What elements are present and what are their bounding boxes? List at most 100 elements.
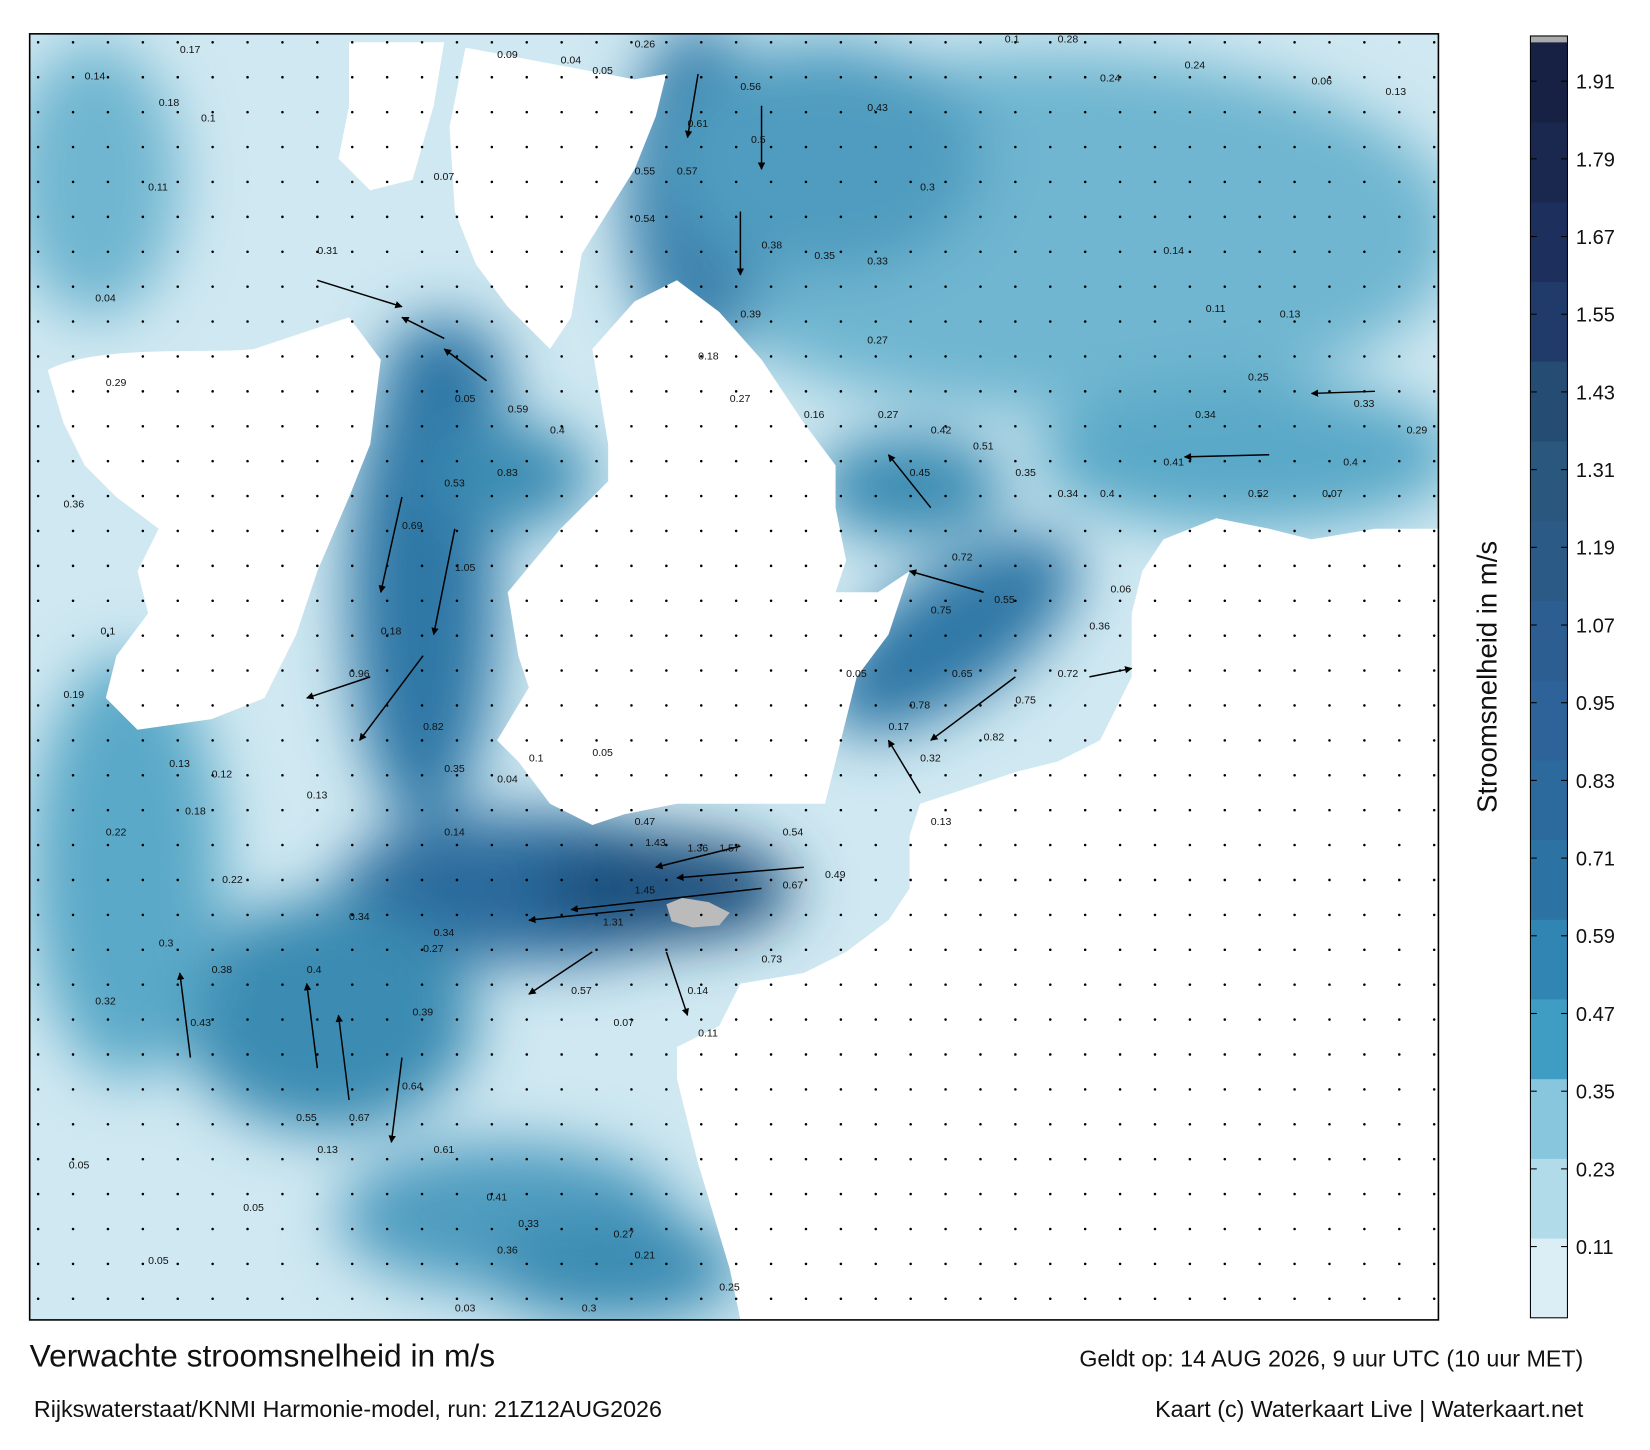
vector-dot [36,1122,40,1126]
vector-dot [106,355,110,358]
vector-dot [106,739,110,742]
vector-dot [560,1018,563,1021]
vector-dot [316,1053,319,1056]
vector-dot [560,1297,563,1301]
vector-dot [699,75,703,79]
vector-dot [1432,1053,1436,1056]
vector-dot [1328,1262,1331,1266]
vector-dot [1223,1018,1227,1021]
vector-dot [1014,1018,1017,1021]
vector-dot [1398,1297,1401,1301]
vector-dot [1049,1227,1052,1231]
vector-dot [176,75,180,79]
vector-arrow [528,951,593,995]
vector-dot [909,215,912,219]
vector-dot [1083,843,1087,847]
vector-dot [769,773,773,777]
vector-dot [804,913,808,917]
vector-dot [804,983,808,986]
vector-dot [1014,355,1017,358]
vector-dot [1118,1018,1122,1021]
vector-dot [316,320,319,323]
vector-dot [455,390,459,393]
vector-dot [106,1053,110,1056]
vector-dot [106,459,110,463]
vector-dot [1014,110,1017,114]
vector-dot [36,634,40,637]
vector-dot [420,390,424,393]
vector-dot [1223,599,1227,602]
vector-dot [36,1262,40,1266]
vector-dot [420,704,424,707]
vector-dot [71,599,75,602]
vector-dot [211,808,214,812]
vector-dot [350,459,354,463]
vector-dot [1258,529,1261,533]
vector-dot [525,180,529,184]
vector-dot [1049,1297,1052,1301]
vector-dot [490,1262,494,1266]
vector-dot [1049,739,1052,742]
vector-dot [71,424,75,428]
vector-dot [1293,878,1296,882]
vector-dot [699,1122,703,1126]
vector-dot [1049,1018,1052,1021]
vector-dot [1293,494,1296,498]
vector-dot [525,110,529,114]
vector-dot [874,739,878,742]
vector-dot [769,1227,773,1231]
vector-dot [1363,424,1366,428]
vector-dot [455,459,459,463]
vector-dot [350,180,354,184]
vector-dot [839,424,843,428]
vector-dot [1083,599,1087,602]
vector-dot [804,1227,808,1231]
vector-dot [1293,215,1296,219]
vector-dot [1049,1262,1052,1266]
vector-dot [944,459,947,463]
vector-dot [769,1297,773,1301]
colorbar-tick-label: 1.43 [1576,382,1615,404]
vector-dot [106,634,110,637]
vector-dot [1293,1157,1296,1161]
vector-dot [1118,320,1122,323]
vector-dot [455,1018,459,1021]
vector-dot [1153,1157,1157,1161]
vector-dot [734,250,738,253]
speed-label: 0.45 [910,467,931,479]
vector-dot [734,704,738,707]
vector-dot [839,459,843,463]
vector-dot [734,110,738,114]
vector-dot [1188,704,1192,707]
vector-dot [839,739,843,742]
vector-dot [839,494,843,498]
vector-dot [246,1262,249,1266]
speed-label: 0.42 [931,425,952,437]
vector-dot [909,1018,912,1021]
speed-label: 0.13 [307,790,328,802]
vector-dot [839,250,843,253]
vector-dot [350,913,354,917]
vector-dot [944,1053,947,1056]
vector-dot [1328,1192,1331,1196]
colorbar-tick-label: 0.59 [1576,926,1615,948]
vector-dot [1153,285,1157,288]
vector-dot [350,1053,354,1056]
vector-dot [106,704,110,707]
vector-dot [490,320,494,323]
vector-dot [560,564,563,568]
vector-dot [385,1192,389,1196]
vector-dot [385,1297,389,1301]
vector-dot [525,1297,529,1301]
vector-dot [909,390,912,393]
vector-dot [665,948,668,952]
vector-dot [874,1053,878,1056]
vector-dot [246,1157,249,1161]
vector-dot [455,1192,459,1196]
speed-label: 0.24 [1185,60,1206,72]
vector-dot [385,1122,389,1126]
vector-dot [455,948,459,952]
speed-label: 0.18 [159,97,180,109]
vector-dot [1188,494,1192,498]
vector-dot [490,773,494,777]
